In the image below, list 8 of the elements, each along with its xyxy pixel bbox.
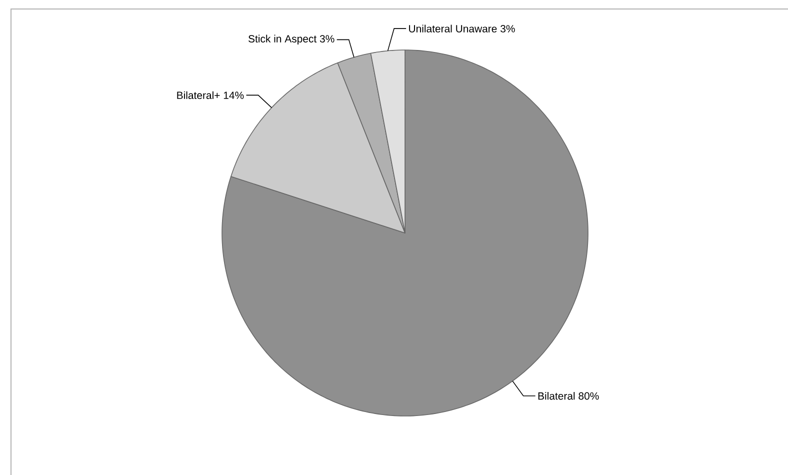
- slice-label: Stick in Aspect: [248, 34, 317, 45]
- slice-label: Unilateral Unaware: [409, 24, 497, 32]
- slice-label: Bilateral: [538, 392, 575, 400]
- data-label: 3%: [320, 35, 334, 42]
- slice-label: Bilateral+: [177, 91, 220, 100]
- data-label: 14%: [224, 92, 244, 99]
- data-label: 80%: [578, 392, 599, 400]
- data-label: 3%: [500, 25, 515, 32]
